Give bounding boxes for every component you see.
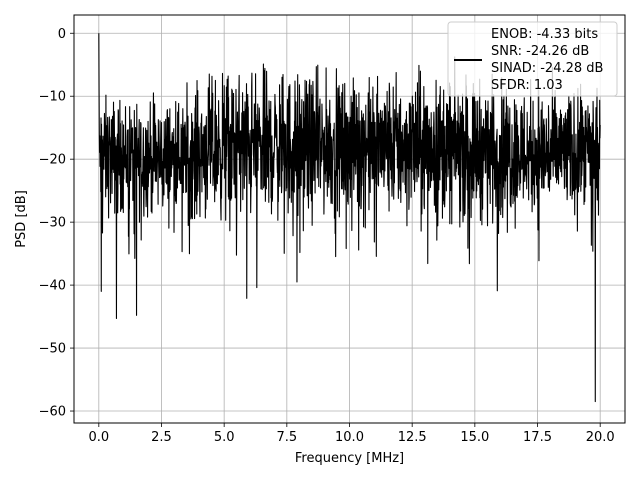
y-axis-ticks: 0 −10 −20 −30 −40 −50 −60 bbox=[39, 27, 74, 420]
y-tick-label: −40 bbox=[39, 279, 66, 294]
y-tick-label: −10 bbox=[39, 90, 66, 105]
x-tick-label: 0.0 bbox=[88, 430, 109, 445]
x-axis-label: Frequency [MHz] bbox=[295, 451, 404, 466]
legend-line-sfdr: SFDR: 1.03 bbox=[491, 78, 563, 93]
psd-trace bbox=[98, 33, 601, 403]
legend: ENOB: -4.33 bits SNR: -24.26 dB SINAD: -… bbox=[447, 21, 618, 97]
x-tick-label: 12.5 bbox=[398, 430, 427, 445]
x-tick-label: 20.0 bbox=[586, 430, 615, 445]
x-tick-label: 17.5 bbox=[523, 430, 552, 445]
legend-line-sinad: SINAD: -24.28 dB bbox=[491, 61, 603, 76]
y-tick-label: −50 bbox=[39, 342, 66, 357]
x-tick-label: 2.5 bbox=[151, 430, 172, 445]
y-tick-label: −60 bbox=[39, 405, 66, 420]
legend-box bbox=[447, 21, 618, 97]
x-tick-label: 5.0 bbox=[214, 430, 235, 445]
x-tick-label: 7.5 bbox=[276, 430, 297, 445]
y-tick-label: −20 bbox=[39, 153, 66, 168]
legend-line-snr: SNR: -24.26 dB bbox=[491, 44, 589, 59]
x-tick-label: 10.0 bbox=[335, 430, 364, 445]
x-tick-label: 15.0 bbox=[460, 430, 489, 445]
x-axis-ticks: 0.0 2.5 5.0 7.5 10.0 12.5 15.0 17.5 20.0 bbox=[88, 423, 615, 445]
psd-series-line bbox=[98, 33, 601, 403]
legend-line-enob: ENOB: -4.33 bits bbox=[491, 27, 598, 42]
y-tick-label: −30 bbox=[39, 216, 66, 231]
y-tick-label: 0 bbox=[58, 27, 66, 42]
y-axis-label: PSD [dB] bbox=[14, 190, 29, 248]
